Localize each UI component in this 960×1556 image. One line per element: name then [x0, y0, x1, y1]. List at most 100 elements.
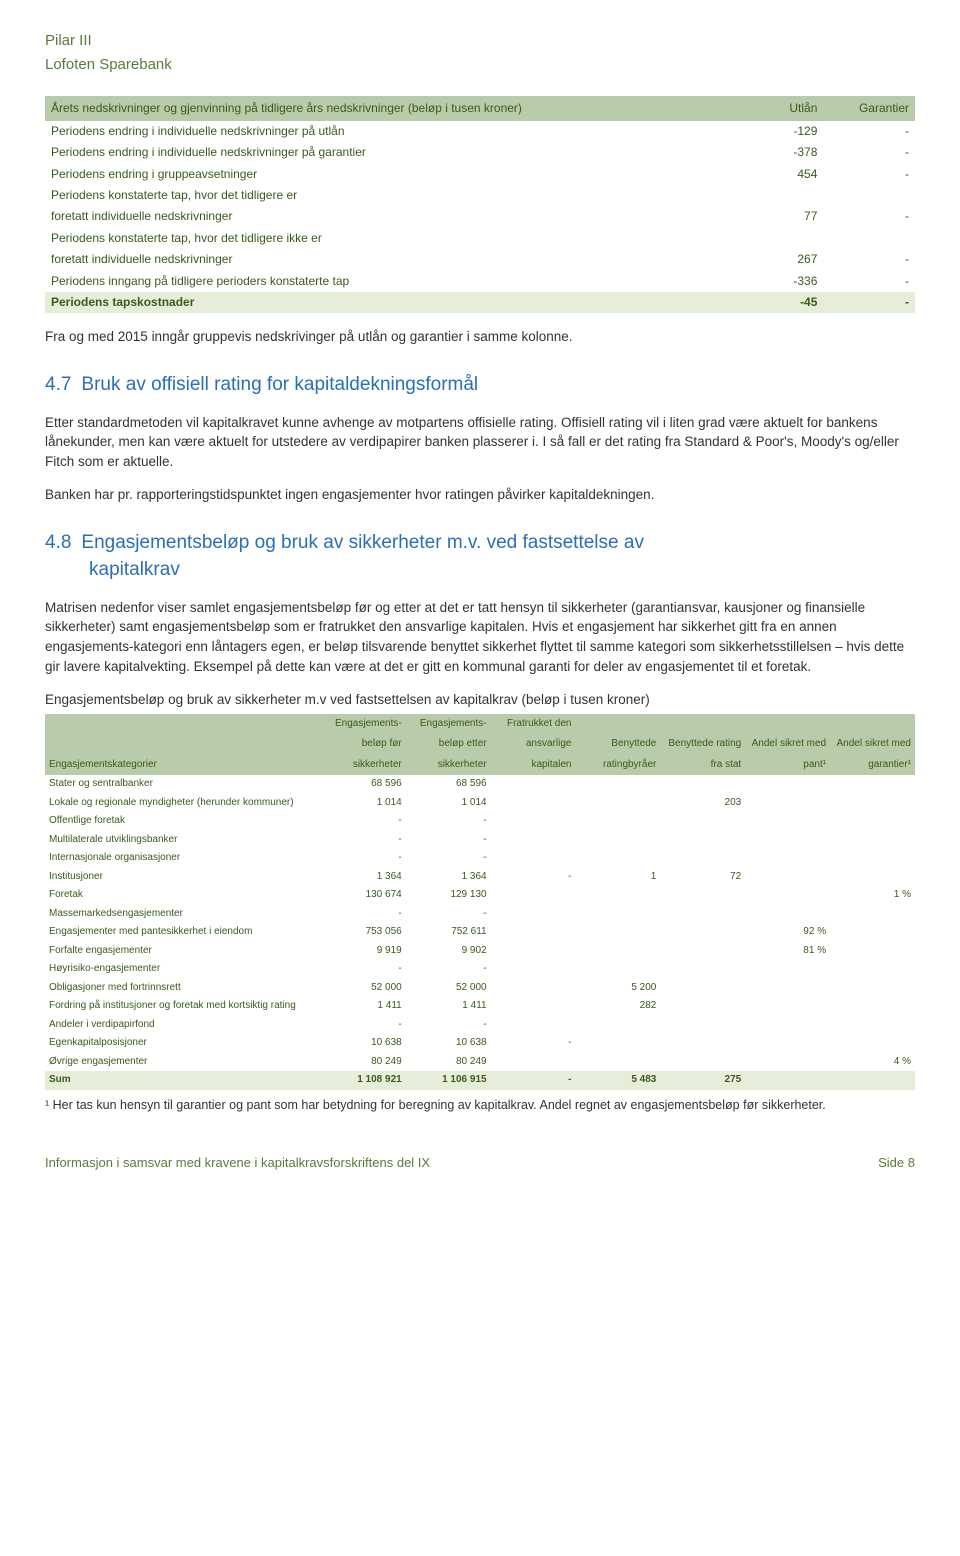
t2-cell: - — [321, 1016, 406, 1035]
t2-sum-cell: - — [491, 1071, 576, 1090]
t2-cell — [660, 831, 745, 850]
t2-h6a: Andel sikret med — [745, 734, 830, 755]
t2-cell: - — [321, 905, 406, 924]
nedskrivninger-table: Årets nedskrivninger og gjenvinning på t… — [45, 96, 915, 314]
t2-h6b: pant¹ — [745, 755, 830, 776]
t2-cell — [491, 775, 576, 794]
t2-h2a: Engasjements- — [406, 714, 491, 735]
t2-cell — [575, 831, 660, 850]
footer-left: Informasjon i samsvar med kravene i kapi… — [45, 1154, 430, 1173]
table-row: Øvrige engasjementer80 24980 2494 % — [45, 1053, 915, 1072]
t2-sum-cell: 275 — [660, 1071, 745, 1090]
section-48-title-1: Engasjementsbeløp og bruk av sikkerheter… — [81, 532, 644, 553]
t2-cell: 129 130 — [406, 886, 491, 905]
t2-cell: - — [321, 831, 406, 850]
t2-cell: 10 638 — [406, 1034, 491, 1053]
t2-cell: - — [406, 849, 491, 868]
table-row: Internasjonale organisasjoner-- — [45, 849, 915, 868]
t2-h5spacer — [660, 714, 745, 735]
t1-cell-label: Periodens endring i individuelle nedskri… — [45, 142, 732, 163]
t2-cell — [575, 794, 660, 813]
t2-cell — [660, 1016, 745, 1035]
t2-cell: 92 % — [745, 923, 830, 942]
t2-h2c: sikkerheter — [406, 755, 491, 776]
table-row: Periodens endring i individuelle nedskri… — [45, 142, 915, 163]
t2-cell-label: Offentlige foretak — [45, 812, 321, 831]
table-row: Fordring på institusjoner og foretak med… — [45, 997, 915, 1016]
t2-h3a: Fratrukket den — [491, 714, 576, 735]
t1-cell-utlan — [732, 228, 824, 249]
t2-cell: - — [406, 905, 491, 924]
t1-cell-label: Periodens inngang på tidligere perioders… — [45, 271, 732, 292]
table-row: Periodens konstaterte tap, hvor det tidl… — [45, 228, 915, 249]
t2-cell — [660, 886, 745, 905]
engasjement-table: Engasjementskategorier Engasjements- Eng… — [45, 714, 915, 1090]
t2-cell-label: Engasjementer med pantesikkerhet i eiend… — [45, 923, 321, 942]
t2-cell: 10 638 — [321, 1034, 406, 1053]
t2-cell: 1 — [575, 868, 660, 887]
t1-cell-gar: - — [823, 121, 915, 142]
t2-cell — [575, 886, 660, 905]
table2-title: Engasjementsbeløp og bruk av sikkerheter… — [45, 690, 915, 710]
t2-cell: - — [406, 960, 491, 979]
table-row: Egenkapitalposisjoner10 63810 638- — [45, 1034, 915, 1053]
t1-cell-gar — [823, 185, 915, 206]
t2-h1c: sikkerheter — [321, 755, 406, 776]
t2-cell — [660, 923, 745, 942]
table-row: Periodens inngang på tidligere perioders… — [45, 271, 915, 292]
t2-cell — [491, 886, 576, 905]
t2-cell — [575, 812, 660, 831]
t2-sum-label: Sum — [45, 1071, 321, 1090]
t2-cell — [491, 831, 576, 850]
t2-cell — [745, 960, 830, 979]
t1-cell-utlan: -336 — [732, 271, 824, 292]
t2-cell — [491, 942, 576, 961]
t2-cell — [660, 1053, 745, 1072]
table-row: Forfalte engasjementer9 9199 90281 % — [45, 942, 915, 961]
t2-h1a: Engasjements- — [321, 714, 406, 735]
t2-cell — [575, 1053, 660, 1072]
table-row: Periodens konstaterte tap, hvor det tidl… — [45, 185, 915, 206]
t2-cell: 1 411 — [321, 997, 406, 1016]
t2-cell — [660, 812, 745, 831]
t2-cell: 1 014 — [406, 794, 491, 813]
t2-h4spacer — [575, 714, 660, 735]
doc-title-1: Pilar III — [45, 30, 915, 52]
t2-h7b: garantier¹ — [830, 755, 915, 776]
t2-cell — [830, 923, 915, 942]
t1-cell-label: Periodens konstaterte tap, hvor det tidl… — [45, 185, 732, 206]
section-48-p1: Matrisen nedenfor viser samlet engasjeme… — [45, 598, 915, 676]
t2-h0: Engasjementskategorier — [45, 714, 321, 776]
t2-sum-cell: 1 108 921 — [321, 1071, 406, 1090]
table-row: Periodens endring i individuelle nedskri… — [45, 121, 915, 142]
t2-cell-label: Multilaterale utviklingsbanker — [45, 831, 321, 850]
t2-cell: 752 611 — [406, 923, 491, 942]
t2-h1b: beløp før — [321, 734, 406, 755]
t2-h2b: beløp etter — [406, 734, 491, 755]
t2-cell-label: Lokale og regionale myndigheter (herunde… — [45, 794, 321, 813]
t2-cell — [660, 1034, 745, 1053]
doc-title-2: Lofoten Sparebank — [45, 54, 915, 76]
t2-cell — [830, 979, 915, 998]
t1-cell-utlan: 267 — [732, 249, 824, 270]
t2-cell — [745, 905, 830, 924]
t2-cell — [575, 775, 660, 794]
table-row: foretatt individuelle nedskrivninger77- — [45, 206, 915, 227]
t2-cell — [491, 794, 576, 813]
t1-cell-gar: - — [823, 164, 915, 185]
section-47-p2: Banken har pr. rapporteringstidspunktet … — [45, 485, 915, 505]
t2-cell — [830, 794, 915, 813]
t2-h6spacer — [745, 714, 830, 735]
t2-cell — [830, 1034, 915, 1053]
t1-cell-utlan: 454 — [732, 164, 824, 185]
t2-cell: 1 364 — [321, 868, 406, 887]
t2-cell — [491, 849, 576, 868]
t2-cell — [491, 905, 576, 924]
table-row: Høyrisiko-engasjementer-- — [45, 960, 915, 979]
t2-cell-label: Massemarkedsengasjementer — [45, 905, 321, 924]
t2-sum-cell: 5 483 — [575, 1071, 660, 1090]
t2-cell — [830, 960, 915, 979]
t2-cell — [745, 1016, 830, 1035]
t2-cell: - — [321, 849, 406, 868]
t2-cell — [660, 997, 745, 1016]
